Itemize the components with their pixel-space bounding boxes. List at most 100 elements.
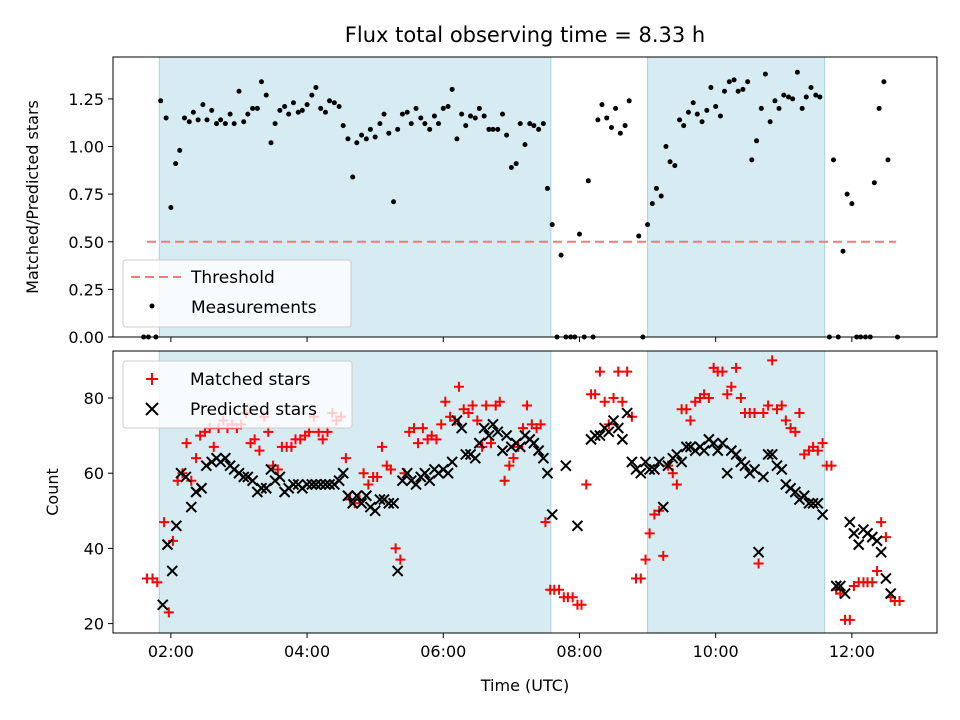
measurement-point bbox=[222, 121, 228, 127]
bottom-y-tick-label: 60 bbox=[84, 464, 104, 483]
matched-star-point bbox=[880, 532, 891, 543]
matched-star-point bbox=[635, 573, 646, 584]
matched-star-point bbox=[767, 355, 778, 366]
bottom-x-tick-label: 02:00 bbox=[148, 642, 194, 661]
predicted-star-point bbox=[766, 448, 778, 461]
matched-star-point bbox=[872, 565, 883, 576]
predicted-star-point bbox=[496, 444, 509, 457]
matched-star-point bbox=[152, 577, 163, 588]
measurement-point bbox=[663, 144, 669, 150]
legend-predicted-marker bbox=[145, 402, 159, 416]
matched-star-point bbox=[894, 596, 905, 607]
matched-star-point bbox=[817, 438, 828, 449]
matched-star-point bbox=[467, 400, 478, 411]
measurement-point bbox=[699, 119, 705, 125]
predicted-star-point bbox=[852, 538, 865, 551]
measurement-point bbox=[722, 88, 728, 94]
predicted-star-point bbox=[752, 546, 765, 558]
predicted-star-point bbox=[721, 467, 733, 479]
matched-star-point bbox=[685, 415, 696, 426]
measurement-point bbox=[585, 178, 591, 184]
measurement-point bbox=[372, 134, 378, 140]
predicted-star-point bbox=[848, 527, 860, 540]
measurement-point bbox=[608, 124, 614, 130]
matched-star-point bbox=[731, 362, 742, 373]
predicted-star-point bbox=[528, 437, 540, 449]
measurement-point bbox=[413, 105, 419, 111]
matched-star-point bbox=[263, 426, 274, 437]
measurement-point bbox=[476, 105, 482, 111]
predicted-star-point bbox=[560, 459, 572, 472]
measurement-point bbox=[599, 102, 605, 108]
measurement-point bbox=[754, 138, 760, 144]
top-shaded-interval bbox=[647, 56, 826, 338]
matched-star-point bbox=[463, 408, 474, 419]
matched-star-point bbox=[254, 445, 265, 456]
measurement-point bbox=[840, 248, 846, 254]
measurement-point bbox=[490, 126, 496, 132]
matched-star-point bbox=[703, 393, 714, 403]
measurement-point bbox=[740, 86, 746, 92]
measurement-point bbox=[218, 117, 224, 123]
matched-star-point bbox=[522, 400, 533, 411]
predicted-star-point bbox=[478, 422, 490, 434]
matched-star-point bbox=[208, 441, 219, 452]
matched-star-point bbox=[535, 419, 546, 430]
predicted-star-point bbox=[446, 456, 458, 468]
measurement-point bbox=[322, 109, 328, 115]
matched-star-point bbox=[372, 471, 383, 482]
matched-star-point bbox=[776, 400, 787, 411]
predicted-star-point bbox=[442, 467, 454, 479]
matched-star-point bbox=[608, 393, 619, 403]
measurement-point bbox=[408, 121, 414, 127]
measurement-point bbox=[717, 113, 723, 119]
matched-star-point bbox=[540, 517, 551, 528]
measurement-point bbox=[735, 88, 741, 94]
measurement-point bbox=[163, 115, 169, 121]
predicted-star-point bbox=[342, 490, 354, 502]
measurement-point bbox=[803, 94, 809, 100]
measurement-point bbox=[617, 130, 623, 136]
predicted-star-point bbox=[387, 497, 400, 509]
measurement-point bbox=[168, 204, 174, 210]
matched-star-point bbox=[758, 408, 769, 419]
measurement-point bbox=[286, 111, 292, 117]
matched-star-point bbox=[304, 426, 315, 437]
matched-star-point bbox=[876, 517, 887, 528]
predicted-star-point bbox=[537, 452, 550, 464]
measurement-point bbox=[486, 126, 492, 132]
matched-star-point bbox=[286, 441, 297, 452]
predicted-star-point bbox=[180, 471, 192, 483]
top-y-tick-label: 1.25 bbox=[68, 90, 104, 109]
measurement-point bbox=[790, 96, 796, 102]
top-plot-frame bbox=[112, 56, 938, 338]
matched-star-point bbox=[613, 366, 624, 377]
measurement-point bbox=[731, 77, 737, 83]
measurement-point bbox=[531, 123, 537, 129]
predicted-star-point bbox=[337, 467, 349, 479]
measurement-point bbox=[672, 163, 678, 169]
measurement-point bbox=[214, 121, 220, 127]
matched-star-point bbox=[644, 528, 655, 539]
measurement-point bbox=[544, 185, 550, 191]
predicted-star-point bbox=[200, 459, 213, 472]
measurement-point bbox=[536, 126, 542, 132]
predicted-star-point bbox=[739, 459, 751, 472]
matched-star-point bbox=[717, 366, 728, 377]
matched-star-point bbox=[494, 396, 505, 407]
matched-star-point bbox=[749, 408, 760, 419]
measurement-point bbox=[182, 115, 188, 121]
predicted-star-point bbox=[238, 471, 250, 483]
measurement-point bbox=[508, 164, 514, 170]
matched-star-point bbox=[499, 475, 510, 486]
matched-star-point bbox=[622, 366, 633, 377]
matched-star-point bbox=[590, 389, 601, 400]
matched-star-point bbox=[844, 614, 855, 625]
matched-star-point bbox=[554, 584, 565, 595]
measurement-point bbox=[309, 92, 315, 98]
measurement-point bbox=[749, 157, 755, 163]
predicted-star-point bbox=[347, 497, 359, 509]
predicted-star-point bbox=[401, 467, 413, 479]
matched-star-point bbox=[581, 479, 592, 490]
